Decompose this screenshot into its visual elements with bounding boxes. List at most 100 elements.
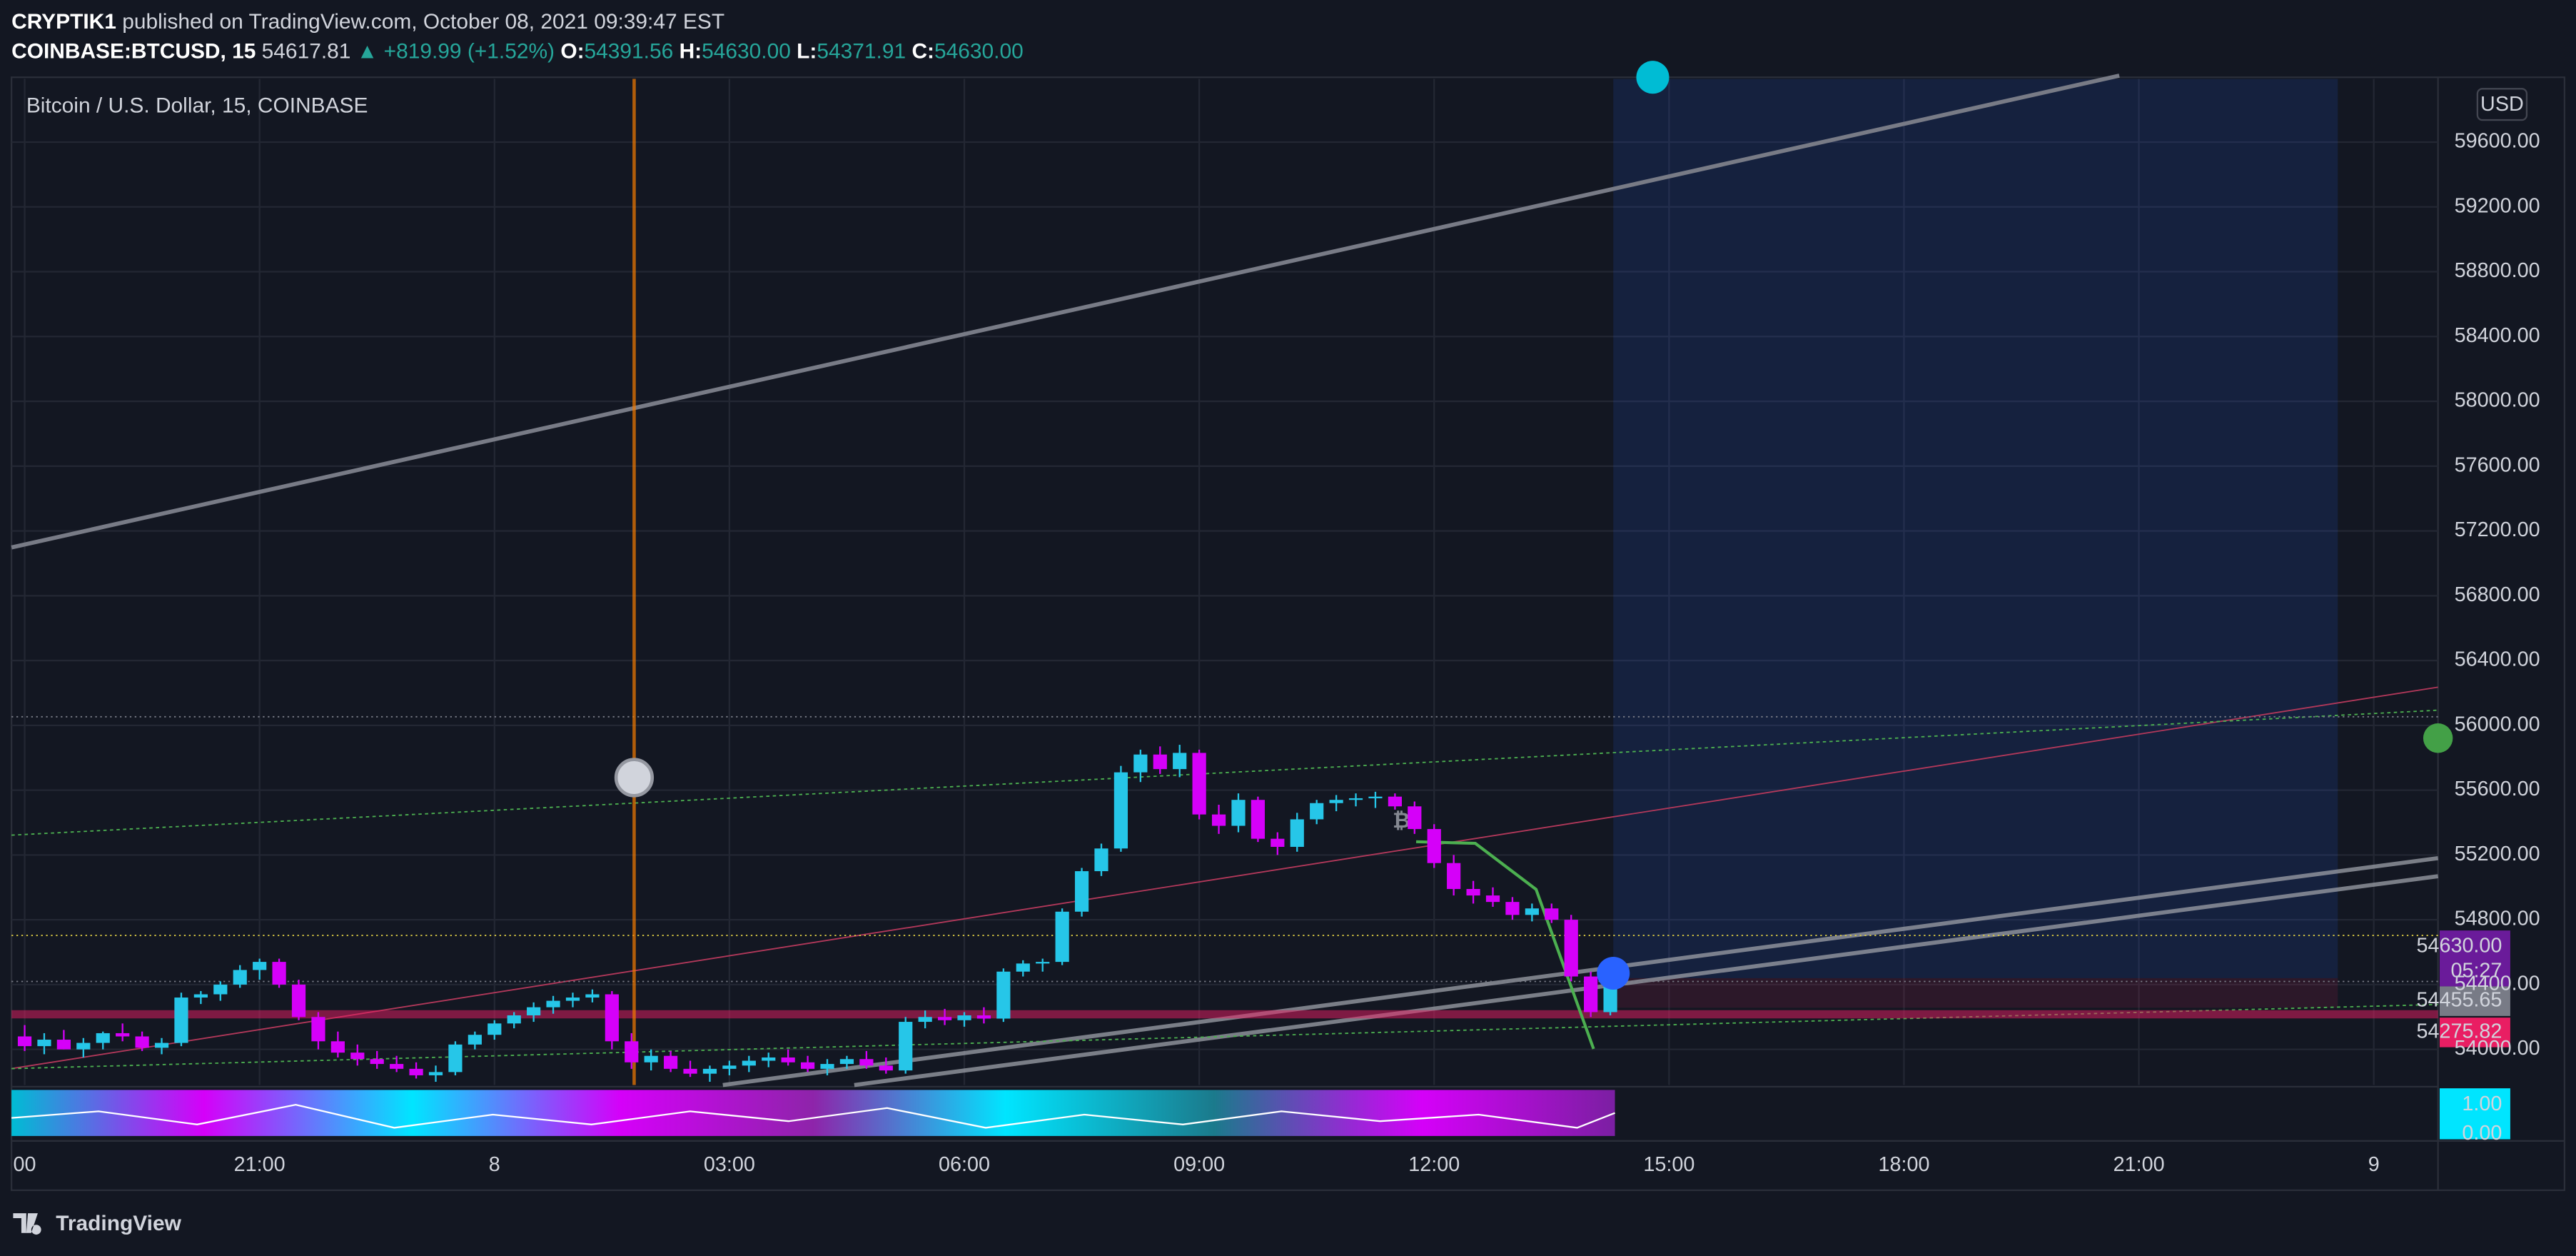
y-tick-label: 54000.00: [2455, 1037, 2540, 1060]
candle-body: [976, 1015, 991, 1019]
price-label-box: [2439, 986, 2510, 1016]
candles: [17, 745, 1617, 1082]
candle-body: [957, 1015, 971, 1020]
candle-body: [272, 962, 286, 985]
candle-body: [879, 1065, 893, 1071]
candle-body: [585, 994, 600, 998]
author: CRYPTIK1: [11, 10, 116, 34]
candle-body: [233, 970, 247, 985]
candle-body: [193, 994, 208, 998]
candle-body: [1310, 803, 1324, 820]
candle-body: [1466, 889, 1480, 896]
candle-body: [1564, 920, 1578, 977]
candle-body: [1016, 963, 1030, 972]
close-value: 54630.00: [934, 40, 1024, 64]
candle-body: [605, 994, 619, 1042]
candle-body: [291, 984, 306, 1018]
candle-body: [565, 998, 580, 1001]
candle-body: [762, 1057, 776, 1061]
marker: [1636, 61, 1670, 94]
candle-body: [1388, 796, 1402, 807]
candle-body: [899, 1022, 913, 1071]
candle-body: [722, 1065, 737, 1069]
candle-body: [664, 1055, 678, 1069]
trend-line: [11, 709, 2438, 836]
low-label: L:: [791, 40, 817, 64]
x-tick-label: 21:00: [2113, 1153, 2165, 1176]
candle-body: [1368, 796, 1383, 798]
candle-body: [1133, 754, 1148, 773]
marker: [614, 758, 655, 798]
candle-body: [428, 1072, 443, 1075]
candle-body: [1074, 871, 1089, 912]
y-tick-label: 59200.00: [2455, 194, 2540, 217]
high-value: 54630.00: [702, 40, 791, 64]
y-tick-label: 56000.00: [2455, 713, 2540, 735]
candle-body: [507, 1015, 521, 1024]
y-tick-label: 57200.00: [2455, 518, 2540, 541]
candle-body: [17, 1036, 32, 1047]
symbol: COINBASE:BTCUSD, 15: [11, 40, 256, 64]
y-tick-label: 57600.00: [2455, 453, 2540, 476]
last-price: 54617.81: [256, 40, 356, 64]
indicator-line: [11, 1104, 1615, 1129]
candle-body: [918, 1017, 932, 1023]
price-label-box: [2439, 930, 2510, 987]
candle-body: [409, 1068, 423, 1075]
candle-body: [839, 1059, 854, 1065]
trend-line: [854, 874, 2439, 1087]
candle-body: [781, 1057, 795, 1062]
x-tick-label: 00: [14, 1153, 36, 1176]
open-label: O:: [555, 40, 585, 64]
candle-body: [1505, 902, 1520, 915]
candle-body: [859, 1059, 874, 1066]
trend-line: [11, 74, 2120, 550]
watermark: ₿: [1393, 809, 1410, 833]
candle-body: [154, 1043, 169, 1048]
candle-body: [644, 1055, 658, 1062]
legend: Bitcoin / U.S. Dollar, 15, COINBASE: [26, 94, 368, 118]
y-tick-label: 58000.00: [2455, 389, 2540, 412]
candle-body: [1329, 800, 1343, 803]
candle-body: [683, 1068, 697, 1074]
candle-body: [488, 1023, 502, 1035]
low-value: 54371.91: [817, 40, 906, 64]
indicator-label: 0.00: [2462, 1122, 2502, 1145]
countdown: 05:27: [2450, 959, 2502, 982]
candle-body: [116, 1033, 130, 1037]
candle-body: [1211, 814, 1226, 826]
y-tick-label: 55200.00: [2455, 843, 2540, 865]
x-tick-label: 06:00: [939, 1153, 990, 1176]
x-tick-label: 8: [489, 1153, 500, 1176]
currency-box: [2476, 88, 2528, 121]
y-tick-label: 55600.00: [2455, 778, 2540, 800]
y-tick-label: 56800.00: [2455, 583, 2540, 606]
x-tick-label: 12:00: [1408, 1153, 1460, 1176]
brand: TradingView: [56, 1212, 181, 1235]
indicator-heatmap: [11, 1090, 1615, 1136]
price-label: 54630.00: [2416, 935, 2502, 958]
candle-body: [96, 1033, 110, 1043]
candle-body: [1153, 754, 1167, 770]
header-line-2: COINBASE:BTCUSD, 15 54617.81 ▲ +819.99 (…: [11, 40, 1024, 64]
x-tick-label: 18:00: [1878, 1153, 1929, 1176]
change: ▲ +819.99 (+1.52%): [357, 40, 555, 64]
candle-body: [76, 1043, 91, 1050]
indicator-label: 1.00: [2462, 1092, 2502, 1115]
projection-zone: [1613, 79, 2338, 978]
price-label-box: [2439, 1018, 2510, 1047]
candle-body: [1290, 819, 1304, 848]
candle-body: [625, 1041, 639, 1062]
candle-body: [1173, 753, 1187, 770]
high-label: H:: [673, 40, 702, 64]
published: published on TradingView.com, October 08…: [116, 10, 724, 34]
candle-body: [56, 1040, 71, 1050]
y-tick-label: 59600.00: [2455, 130, 2540, 153]
candle-body: [546, 1000, 560, 1008]
candle-body: [1584, 976, 1598, 1013]
candle-body: [1231, 800, 1246, 826]
candle-body: [468, 1035, 482, 1045]
y-tick-label: 58800.00: [2455, 259, 2540, 282]
